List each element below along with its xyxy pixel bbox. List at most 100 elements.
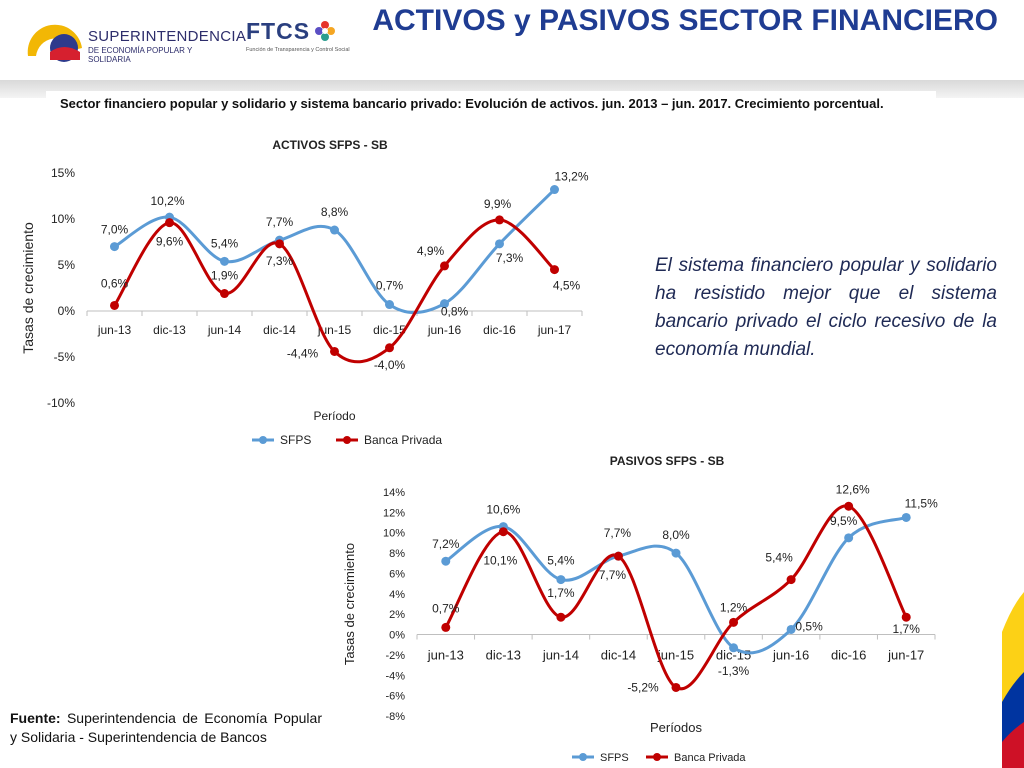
- data-label: 7,0%: [101, 223, 129, 237]
- y-tick-label: -6%: [385, 691, 405, 703]
- data-point: [729, 643, 739, 653]
- superintendencia-logo-name: SUPERINTENDENCIA: [88, 28, 247, 45]
- data-point: [441, 556, 451, 566]
- data-label: 10,6%: [486, 503, 520, 517]
- data-label: 9,5%: [830, 514, 858, 528]
- chart-subtitle: Sector financiero popular y solidario y …: [60, 96, 884, 111]
- x-tick-label: dic-16: [831, 648, 866, 663]
- data-point: [330, 225, 339, 235]
- data-label: 1,7%: [893, 622, 921, 636]
- legend-swatch-marker: [579, 753, 587, 761]
- y-tick-label: 0%: [58, 304, 76, 318]
- data-point: [495, 215, 504, 225]
- source-label: Fuente:: [10, 710, 61, 726]
- legend-entry: SFPS: [280, 433, 311, 447]
- data-point: [901, 512, 911, 522]
- ecuador-flag-decoration: [1002, 592, 1024, 768]
- x-tick-label: dic-14: [263, 323, 296, 337]
- data-label: 0,8%: [441, 305, 469, 319]
- data-label: 1,2%: [720, 600, 748, 614]
- y-tick-label: 10%: [51, 212, 75, 226]
- x-tick-label: dic-15: [373, 323, 406, 337]
- data-point: [556, 612, 566, 622]
- legend-swatch-marker: [653, 753, 661, 761]
- data-point: [275, 239, 284, 249]
- series-line-banca-privada: [444, 504, 908, 691]
- x-axis-label: Períodos: [650, 720, 703, 735]
- activos-chart: ACTIVOS SFPS - SB -10% -5% 0% 5% 10% 15% jun-13…: [0, 130, 640, 455]
- x-tick-label: jun-15: [657, 648, 694, 663]
- x-tick-label: jun-15: [317, 323, 352, 337]
- data-label: 4,5%: [553, 279, 581, 293]
- y-tick-label: 4%: [389, 589, 405, 601]
- data-point: [330, 346, 339, 356]
- data-label: 7,7%: [599, 568, 627, 582]
- data-label: 9,9%: [484, 197, 512, 211]
- x-tick-label: dic-13: [486, 648, 521, 663]
- y-tick-label: -5%: [54, 350, 76, 364]
- x-tick-label: jun-13: [97, 323, 132, 337]
- ftcs-logo: FTCS Función de Transparencia y Control …: [244, 16, 350, 56]
- y-tick-label: -2%: [385, 650, 405, 662]
- data-label: 5,4%: [765, 551, 793, 565]
- chart-title: ACTIVOS SFPS - SB: [272, 138, 388, 152]
- data-label: 10,1%: [483, 554, 517, 568]
- source-note: Fuente: Superintendencia de Economía Pop…: [10, 709, 322, 747]
- x-tick-label: dic-13: [153, 323, 186, 337]
- subtitle-box: Sector financiero popular y solidario y …: [46, 91, 936, 117]
- side-note: El sistema financiero popular y solidari…: [655, 255, 997, 360]
- y-tick-label: -10%: [47, 396, 75, 410]
- data-label: -4,4%: [287, 346, 319, 360]
- data-label: 0,6%: [101, 276, 129, 290]
- ftcs-logo-subtitle: Función de Transparencia y Control Socia…: [246, 47, 350, 53]
- y-tick-label: 15%: [51, 166, 75, 180]
- data-point: [729, 617, 739, 627]
- y-tick-label: 2%: [389, 609, 405, 621]
- y-tick-label: 12%: [383, 507, 405, 519]
- ftcs-flower-icon: [315, 21, 335, 41]
- page-title: ACTIVOS y PASIVOS SECTOR FINANCIERO: [372, 4, 998, 37]
- legend-entry: SFPS: [600, 752, 629, 764]
- y-tick-label: 10%: [383, 528, 405, 540]
- series-line-banca-privada: [113, 218, 556, 364]
- data-point: [550, 185, 559, 195]
- x-tick-label: dic-14: [601, 648, 636, 663]
- legend-entry: Banca Privada: [674, 752, 746, 764]
- data-label: 5,4%: [547, 554, 575, 568]
- x-axis-label: Período: [313, 409, 355, 423]
- y-axis-label: Tasas de crecimiento: [20, 222, 36, 354]
- data-point: [844, 501, 854, 511]
- legend-entry: Banca Privada: [364, 433, 442, 447]
- data-point: [441, 622, 451, 632]
- y-tick-label: 14%: [383, 487, 405, 499]
- data-point: [671, 548, 681, 558]
- data-point: [550, 265, 559, 275]
- legend-swatch-marker: [343, 436, 351, 444]
- data-label: -1,3%: [718, 664, 750, 678]
- data-label: 9,6%: [156, 235, 184, 249]
- chart-title: PASIVOS SFPS - SB: [610, 454, 725, 468]
- data-point: [385, 300, 394, 310]
- x-tick-label: jun-14: [542, 648, 579, 663]
- data-point: [786, 624, 796, 634]
- x-tick-label: dic-16: [483, 323, 516, 337]
- data-label: 0,7%: [432, 601, 460, 615]
- y-tick-label: 6%: [389, 568, 405, 580]
- data-point: [844, 533, 854, 543]
- x-tick-label: jun-17: [887, 648, 924, 663]
- superintendencia-logo-subtitle: DE ECONOMÍA POPULAR Y SOLIDARIA: [88, 46, 193, 64]
- data-point: [110, 300, 119, 310]
- data-label: 7,7%: [266, 215, 294, 229]
- data-label: 10,2%: [150, 194, 184, 208]
- data-point: [220, 256, 229, 266]
- pasivos-chart: PASIVOS SFPS - SB -8% -6% -4% -2% 0% 2% 4% 6% 8% 1…: [340, 450, 960, 768]
- data-point: [786, 575, 796, 585]
- x-tick-label: jun-13: [427, 648, 464, 663]
- data-point: [220, 289, 229, 299]
- data-point: [165, 218, 174, 228]
- source-text: Superintendencia de Economía Popular y S…: [10, 710, 322, 745]
- y-tick-label: 8%: [389, 548, 405, 560]
- data-point: [901, 612, 911, 622]
- x-tick-label: jun-14: [207, 323, 242, 337]
- y-tick-label: 5%: [58, 258, 76, 272]
